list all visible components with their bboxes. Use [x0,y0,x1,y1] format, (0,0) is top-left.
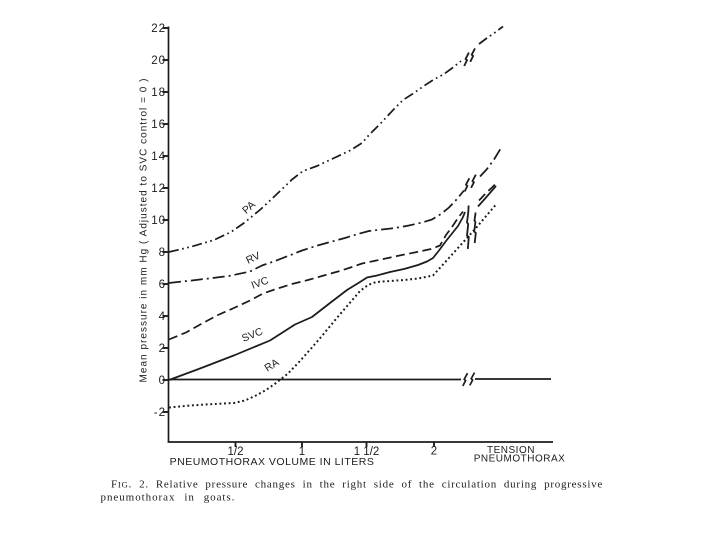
svg-text:0: 0 [159,375,166,387]
svg-text:12: 12 [151,183,166,195]
svg-text:22: 22 [151,23,166,35]
svg-text:IVC: IVC [250,274,271,291]
svg-text:16: 16 [151,119,166,131]
svg-text:2: 2 [431,446,437,458]
svg-text:pneumothorax in goats.: pneumothorax in goats. [101,492,236,504]
svg-text:1/2: 1/2 [228,446,244,458]
svg-text:PNEUMOTHORAX VOLUME IN LITERS: PNEUMOTHORAX VOLUME IN LITERS [170,456,375,468]
svg-text:1 1/2: 1 1/2 [354,446,380,458]
svg-text:TENSION: TENSION [487,445,535,456]
svg-text:-2: -2 [154,407,166,419]
svg-text:20: 20 [151,55,166,67]
svg-text:2: 2 [159,343,166,355]
svg-text:PNEUMOTHORAX: PNEUMOTHORAX [474,454,566,465]
svg-text:6: 6 [159,279,166,291]
svg-text:RV: RV [244,250,262,267]
svg-text:10: 10 [151,215,166,227]
svg-text:Mean pressure in mm Hg ( Adjus: Mean pressure in mm Hg ( Adjusted to SVC… [139,78,150,383]
svg-text:1: 1 [299,446,305,458]
svg-text:18: 18 [151,87,166,99]
svg-text:4: 4 [159,311,166,323]
svg-text:14: 14 [151,151,166,163]
svg-text:FIG. 2. Relative pressure cha: FIG. 2. Relative pressure changes in the… [111,479,603,491]
svg-text:8: 8 [159,247,166,259]
